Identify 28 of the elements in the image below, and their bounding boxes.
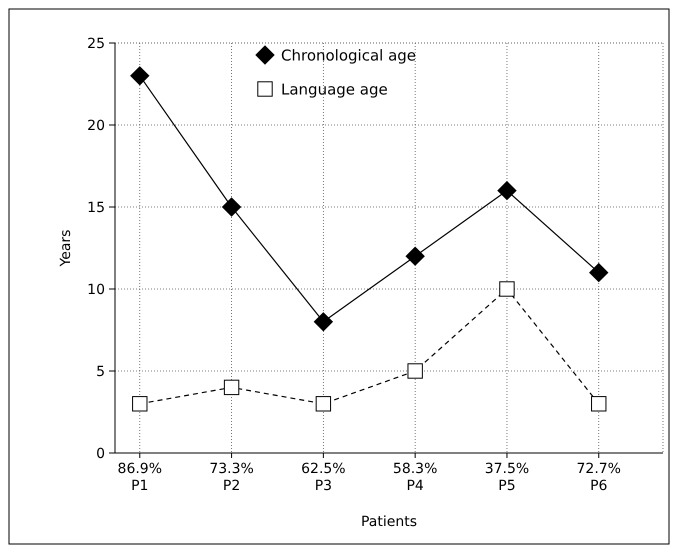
point [591,396,606,412]
legend-label: Language age [281,80,388,98]
y-axis-title: Years [58,230,74,268]
point [589,263,608,282]
point [224,380,240,396]
x-tick-label: 73.3% P2 [209,461,254,494]
point [406,246,425,266]
y-tick-label: 25 [87,36,105,52]
x-tick-label: 58.3% P4 [392,461,438,494]
point [407,363,423,379]
y-tick-label: 10 [87,282,105,298]
point [130,66,150,86]
legend-label: Chronological age [281,46,416,64]
y-tick-label: 20 [87,118,105,134]
y-tick-label: 15 [87,200,105,216]
x-axis-title: Patients [360,514,418,530]
point [132,396,148,412]
point [316,396,332,412]
x-tick-label: 72.7% P6 [576,461,621,494]
y-tick-label: 0 [96,446,105,462]
point [222,198,242,216]
point [499,281,515,297]
x-tick-label: 62.5% P3 [301,461,346,494]
y-tick-label: 5 [96,364,105,380]
point [497,181,516,200]
point [314,312,333,332]
x-tick-label: 86.9% P1 [118,461,162,494]
x-tick-label: 37.5% P5 [484,461,530,494]
